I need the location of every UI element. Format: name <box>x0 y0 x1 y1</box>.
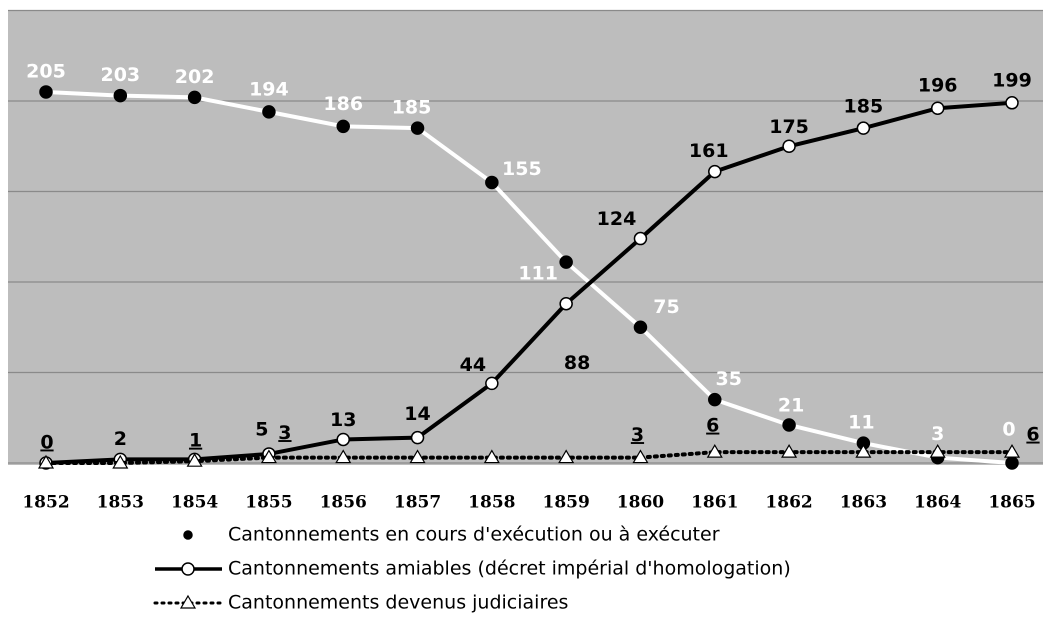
data-point <box>113 88 128 103</box>
data-label: 111 <box>518 263 558 285</box>
data-label: 161 <box>689 140 729 162</box>
data-label: 203 <box>100 64 140 86</box>
data-point <box>782 418 796 432</box>
data-point <box>706 443 723 458</box>
data-point <box>855 443 872 458</box>
x-tick-label: 1855 <box>245 493 292 513</box>
data-label: 0 <box>1002 419 1015 441</box>
legend-label: Cantonnements devenus judiciaires <box>228 592 568 614</box>
x-tick-label: 1852 <box>22 493 69 513</box>
data-label: 185 <box>392 97 432 119</box>
legend-marker <box>183 530 193 540</box>
x-tick-label: 1854 <box>171 493 218 513</box>
data-label: 205 <box>26 60 66 82</box>
data-point <box>485 175 499 190</box>
data-point <box>262 105 276 119</box>
data-point <box>336 119 350 134</box>
data-point <box>485 376 499 391</box>
data-point <box>708 392 722 407</box>
data-point <box>483 449 500 464</box>
legend-label: Cantonnements en cours d'exécution ou à … <box>228 524 720 546</box>
legend-label: Cantonnements amiables (décret impérial … <box>228 558 791 580</box>
data-point <box>39 85 53 99</box>
data-label: 185 <box>844 96 884 118</box>
plot-area <box>8 10 1043 465</box>
data-point <box>335 449 352 464</box>
legend-marker <box>181 562 195 576</box>
x-tick-label: 1865 <box>988 493 1035 513</box>
data-label: 186 <box>323 93 363 115</box>
data-label: 124 <box>597 208 637 230</box>
data-label: 0 <box>40 432 53 454</box>
data-label: 194 <box>249 78 289 100</box>
data-point <box>112 454 129 469</box>
data-point <box>929 443 946 458</box>
data-point <box>1005 456 1019 470</box>
series-line <box>44 89 1014 465</box>
data-label: 3 <box>931 423 944 445</box>
data-label: 2 <box>114 428 127 450</box>
x-tick-label: 1862 <box>765 493 812 513</box>
data-label: 88 <box>564 352 590 374</box>
data-label: 44 <box>460 354 486 376</box>
data-label: 175 <box>769 116 809 138</box>
x-tick-label: 1857 <box>394 493 441 513</box>
data-point <box>558 449 575 464</box>
data-label: 155 <box>502 158 542 180</box>
x-tick-label: 1859 <box>542 493 589 513</box>
x-tick-label: 1861 <box>691 493 738 513</box>
data-point <box>856 121 871 135</box>
x-tick-label: 1856 <box>320 493 367 513</box>
x-tick-label: 1853 <box>97 493 144 513</box>
data-point <box>559 255 573 269</box>
data-label: 35 <box>716 368 742 390</box>
data-point <box>1003 443 1021 458</box>
data-point <box>186 452 203 467</box>
data-label: 11 <box>848 412 874 434</box>
legend-marker <box>179 594 197 609</box>
data-point <box>930 101 945 115</box>
data-label: 6 <box>1026 424 1039 446</box>
series-line <box>44 100 1014 465</box>
data-label: 13 <box>330 409 356 431</box>
x-tick-label: 1858 <box>468 493 515 513</box>
x-tick-label: 1860 <box>617 493 664 513</box>
data-point <box>187 90 202 105</box>
x-tick-label: 1863 <box>840 493 887 513</box>
data-point <box>410 430 425 445</box>
data-point <box>1005 96 1019 110</box>
data-point <box>708 164 722 179</box>
series-line <box>44 450 1014 465</box>
data-point <box>260 449 277 464</box>
data-point <box>781 443 798 458</box>
data-point <box>632 449 649 464</box>
data-point <box>633 231 648 246</box>
data-point <box>559 296 573 311</box>
x-tick-label: 1864 <box>914 493 961 513</box>
data-point <box>410 121 425 135</box>
data-label: 6 <box>706 415 719 437</box>
data-point <box>633 320 648 334</box>
data-label: 196 <box>918 75 958 97</box>
data-point <box>336 432 350 447</box>
data-point <box>37 454 55 469</box>
data-label: 21 <box>778 394 804 416</box>
data-label: 1 <box>189 430 202 452</box>
data-label: 202 <box>175 66 215 88</box>
data-label: 14 <box>404 403 430 425</box>
data-label: 5 <box>255 418 268 440</box>
data-label: 75 <box>653 296 679 318</box>
data-point <box>782 139 796 153</box>
data-label: 199 <box>992 69 1032 91</box>
data-label: 3 <box>631 424 644 446</box>
data-label: 3 <box>278 422 291 444</box>
data-point <box>409 449 426 464</box>
